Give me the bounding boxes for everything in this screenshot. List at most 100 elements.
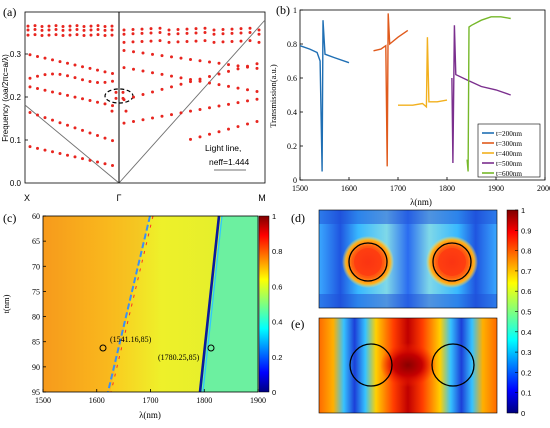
band-point <box>179 76 183 80</box>
band-point <box>96 24 100 28</box>
band-point <box>141 51 145 55</box>
band-point <box>43 148 47 152</box>
c-ytick: 60 <box>32 212 40 221</box>
band-point <box>236 101 240 105</box>
band-point <box>82 28 86 32</box>
band-point <box>73 155 77 159</box>
band-point <box>248 26 252 30</box>
band-point <box>194 31 198 35</box>
c-ytick: 65 <box>32 237 40 246</box>
band-point <box>246 122 249 126</box>
band-point <box>122 32 126 36</box>
light-line-left <box>24 104 120 184</box>
band-point <box>246 88 249 92</box>
c-ytick: 95 <box>32 388 40 397</box>
band-point <box>230 39 234 43</box>
band-point <box>36 87 39 91</box>
light-line-right <box>118 19 266 184</box>
panel-e-field-map: (e) <box>291 317 498 414</box>
b-ylabel: Transmission(a.u.) <box>268 64 278 128</box>
legend-label: t=300nm <box>496 140 522 148</box>
panel-e-frame <box>318 317 498 414</box>
a-ytick: 0.2 <box>10 93 22 102</box>
band-point <box>89 24 93 28</box>
band-point <box>58 72 62 76</box>
band-point <box>96 33 100 37</box>
band-point <box>122 28 126 32</box>
band-point <box>51 90 54 94</box>
band-point <box>189 80 192 84</box>
series-line-t=200nm <box>299 20 350 172</box>
band-point <box>217 72 221 76</box>
band-point <box>26 33 30 37</box>
b-xtick: 1900 <box>488 184 504 193</box>
band-point <box>239 31 243 35</box>
series-line-t=300nm <box>373 13 409 167</box>
band-point <box>73 76 77 80</box>
band-point <box>36 146 39 150</box>
panel-c-label: (c) <box>3 211 16 225</box>
band-point <box>81 78 84 82</box>
band-point <box>88 131 92 135</box>
c-ytick: 80 <box>32 313 40 322</box>
band-point <box>66 153 69 157</box>
band-point <box>246 99 249 103</box>
band-point <box>103 28 107 32</box>
legend-label: t=600nm <box>496 170 522 178</box>
band-point <box>36 54 39 58</box>
band-point <box>131 32 135 36</box>
c-cbtick: 0.6 <box>272 282 282 291</box>
band-point <box>88 79 92 83</box>
band-point <box>122 66 126 70</box>
band-point <box>96 28 100 32</box>
band-point <box>66 93 69 97</box>
band-point <box>43 73 47 77</box>
band-point <box>96 100 99 104</box>
band-point <box>257 40 261 44</box>
band-point <box>158 39 162 43</box>
band-point <box>208 81 211 85</box>
band-point <box>167 32 171 36</box>
band-point <box>114 90 118 94</box>
de-colorbar-group: 0 0.1 0.2 0.3 0.4 0.5 0.6 0.7 0.8 0.9 1 <box>506 206 531 418</box>
band-point <box>96 68 99 72</box>
band-point <box>203 26 207 30</box>
band-point <box>160 54 164 58</box>
band-point <box>149 39 153 43</box>
band-point <box>51 150 54 154</box>
band-point <box>47 33 51 37</box>
band-point <box>185 39 189 43</box>
band-point <box>121 96 125 100</box>
band-point <box>255 62 259 66</box>
legend-label: t=400nm <box>496 150 522 158</box>
band-point <box>198 77 202 81</box>
band-point <box>230 27 234 31</box>
band-point <box>110 24 114 28</box>
band-point <box>217 61 221 65</box>
band-point <box>43 116 47 120</box>
band-point <box>124 109 128 113</box>
band-point <box>58 92 62 96</box>
band-point <box>167 40 171 44</box>
panel-b-label: (b) <box>276 3 290 17</box>
band-point <box>217 104 221 108</box>
band-point <box>103 34 107 38</box>
band-point <box>212 32 216 36</box>
band-point <box>140 31 144 35</box>
band-point <box>96 160 99 164</box>
c-field <box>43 216 258 392</box>
band-point <box>255 90 259 94</box>
band-point <box>236 86 240 90</box>
panel-d-field-map: (d) <box>291 209 498 309</box>
band-point <box>58 60 62 64</box>
band-point <box>198 135 202 139</box>
band-point <box>68 28 72 32</box>
c-cbtick: 0.8 <box>272 247 282 256</box>
panel-e-label: (e) <box>291 317 304 331</box>
band-point <box>151 116 154 120</box>
c-ytick: 70 <box>32 262 40 271</box>
band-point <box>26 24 30 28</box>
band-point <box>26 28 30 32</box>
band-point <box>66 61 69 65</box>
